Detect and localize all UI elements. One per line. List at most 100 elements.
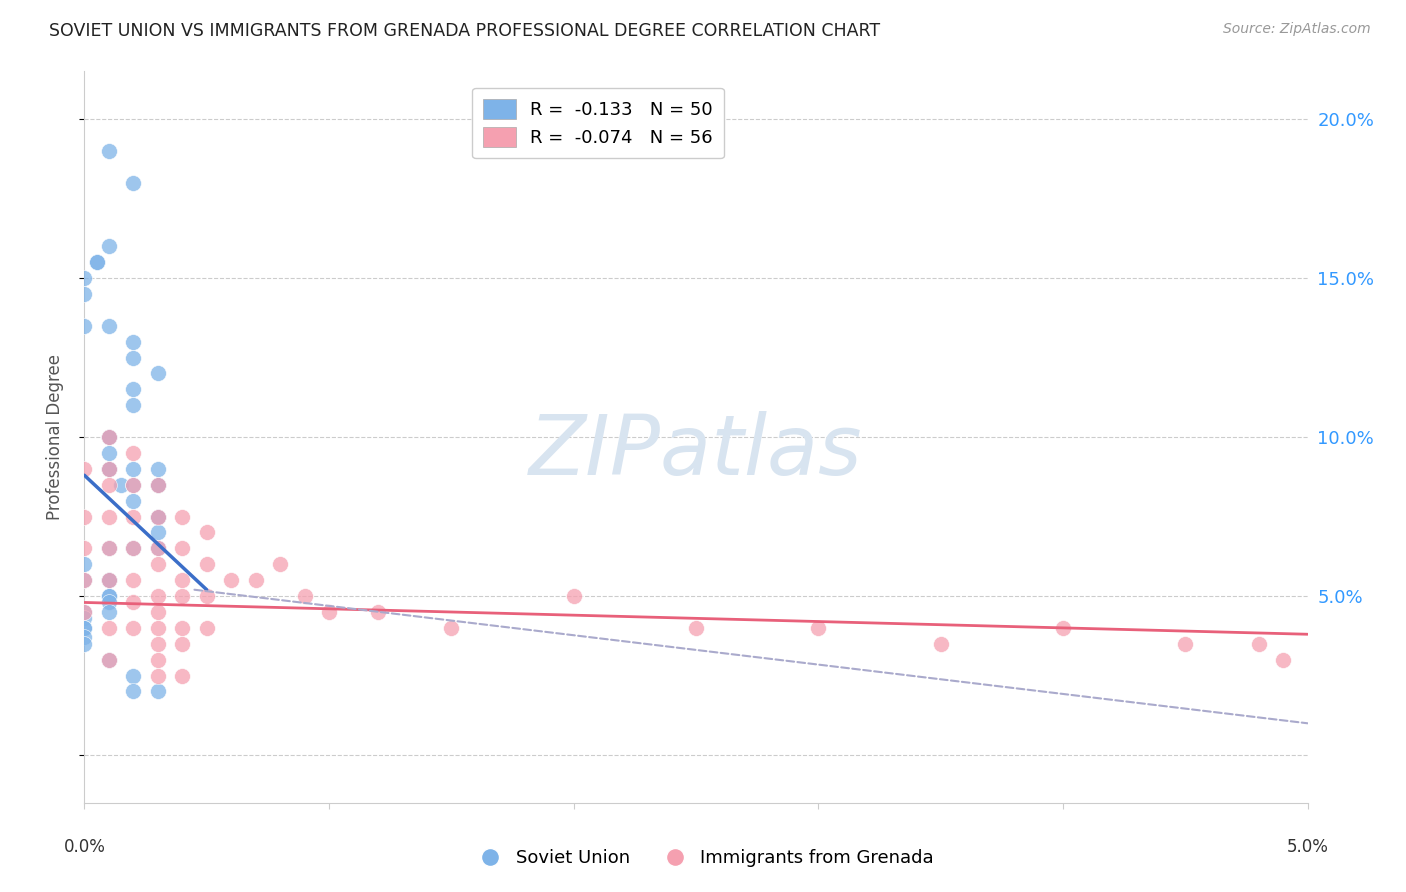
Soviet Union: [97, 653, 120, 667]
Immigrants from Grenada: [367, 605, 389, 619]
Soviet Union: [73, 271, 96, 285]
Immigrants from Grenada: [195, 621, 218, 635]
Immigrants from Grenada: [929, 637, 952, 651]
Immigrants from Grenada: [172, 621, 194, 635]
Immigrants from Grenada: [97, 541, 120, 556]
Immigrants from Grenada: [97, 573, 120, 587]
Text: 5.0%: 5.0%: [1286, 838, 1329, 855]
Soviet Union: [122, 668, 145, 682]
Immigrants from Grenada: [73, 573, 96, 587]
Soviet Union: [97, 541, 120, 556]
Immigrants from Grenada: [195, 558, 218, 572]
Soviet Union: [73, 318, 96, 333]
Y-axis label: Professional Degree: Professional Degree: [45, 354, 63, 520]
Immigrants from Grenada: [97, 462, 120, 476]
Immigrants from Grenada: [146, 668, 169, 682]
Soviet Union: [73, 621, 96, 635]
Soviet Union: [146, 477, 169, 491]
Legend: R =  -0.133   N = 50, R =  -0.074   N = 56: R = -0.133 N = 50, R = -0.074 N = 56: [472, 87, 724, 158]
Text: Source: ZipAtlas.com: Source: ZipAtlas.com: [1223, 22, 1371, 37]
Soviet Union: [146, 462, 169, 476]
Immigrants from Grenada: [122, 573, 145, 587]
Immigrants from Grenada: [294, 589, 316, 603]
Immigrants from Grenada: [73, 462, 96, 476]
Soviet Union: [73, 631, 96, 645]
Immigrants from Grenada: [97, 430, 120, 444]
Soviet Union: [97, 605, 120, 619]
Immigrants from Grenada: [172, 573, 194, 587]
Immigrants from Grenada: [1247, 637, 1270, 651]
Soviet Union: [73, 573, 96, 587]
Soviet Union: [86, 255, 108, 269]
Immigrants from Grenada: [146, 558, 169, 572]
Soviet Union: [97, 462, 120, 476]
Soviet Union: [122, 493, 145, 508]
Immigrants from Grenada: [1272, 653, 1295, 667]
Soviet Union: [110, 477, 132, 491]
Legend: Soviet Union, Immigrants from Grenada: Soviet Union, Immigrants from Grenada: [465, 842, 941, 874]
Soviet Union: [122, 351, 145, 365]
Immigrants from Grenada: [146, 621, 169, 635]
Soviet Union: [146, 509, 169, 524]
Soviet Union: [97, 446, 120, 460]
Text: SOVIET UNION VS IMMIGRANTS FROM GRENADA PROFESSIONAL DEGREE CORRELATION CHART: SOVIET UNION VS IMMIGRANTS FROM GRENADA …: [49, 22, 880, 40]
Soviet Union: [73, 558, 96, 572]
Immigrants from Grenada: [97, 477, 120, 491]
Immigrants from Grenada: [685, 621, 707, 635]
Soviet Union: [97, 239, 120, 253]
Soviet Union: [122, 462, 145, 476]
Soviet Union: [122, 541, 145, 556]
Soviet Union: [122, 477, 145, 491]
Soviet Union: [122, 334, 145, 349]
Soviet Union: [97, 144, 120, 158]
Immigrants from Grenada: [97, 653, 120, 667]
Immigrants from Grenada: [562, 589, 585, 603]
Soviet Union: [146, 525, 169, 540]
Soviet Union: [97, 573, 120, 587]
Soviet Union: [97, 462, 120, 476]
Soviet Union: [97, 430, 120, 444]
Immigrants from Grenada: [172, 589, 194, 603]
Immigrants from Grenada: [219, 573, 242, 587]
Soviet Union: [97, 573, 120, 587]
Immigrants from Grenada: [245, 573, 267, 587]
Soviet Union: [122, 176, 145, 190]
Soviet Union: [86, 255, 108, 269]
Immigrants from Grenada: [122, 509, 145, 524]
Immigrants from Grenada: [146, 541, 169, 556]
Soviet Union: [122, 383, 145, 397]
Immigrants from Grenada: [146, 653, 169, 667]
Text: ZIPatlas: ZIPatlas: [529, 411, 863, 492]
Immigrants from Grenada: [318, 605, 340, 619]
Immigrants from Grenada: [73, 605, 96, 619]
Text: 0.0%: 0.0%: [63, 838, 105, 855]
Immigrants from Grenada: [172, 637, 194, 651]
Immigrants from Grenada: [146, 605, 169, 619]
Soviet Union: [146, 367, 169, 381]
Immigrants from Grenada: [807, 621, 830, 635]
Immigrants from Grenada: [73, 509, 96, 524]
Soviet Union: [146, 477, 169, 491]
Immigrants from Grenada: [122, 446, 145, 460]
Immigrants from Grenada: [146, 509, 169, 524]
Soviet Union: [97, 318, 120, 333]
Immigrants from Grenada: [146, 589, 169, 603]
Immigrants from Grenada: [122, 541, 145, 556]
Soviet Union: [73, 637, 96, 651]
Soviet Union: [97, 595, 120, 609]
Immigrants from Grenada: [195, 589, 218, 603]
Immigrants from Grenada: [122, 595, 145, 609]
Soviet Union: [146, 684, 169, 698]
Soviet Union: [97, 589, 120, 603]
Immigrants from Grenada: [97, 621, 120, 635]
Soviet Union: [73, 287, 96, 301]
Immigrants from Grenada: [122, 477, 145, 491]
Immigrants from Grenada: [146, 637, 169, 651]
Soviet Union: [97, 589, 120, 603]
Soviet Union: [122, 684, 145, 698]
Immigrants from Grenada: [440, 621, 463, 635]
Soviet Union: [146, 541, 169, 556]
Immigrants from Grenada: [1052, 621, 1074, 635]
Immigrants from Grenada: [146, 477, 169, 491]
Soviet Union: [146, 509, 169, 524]
